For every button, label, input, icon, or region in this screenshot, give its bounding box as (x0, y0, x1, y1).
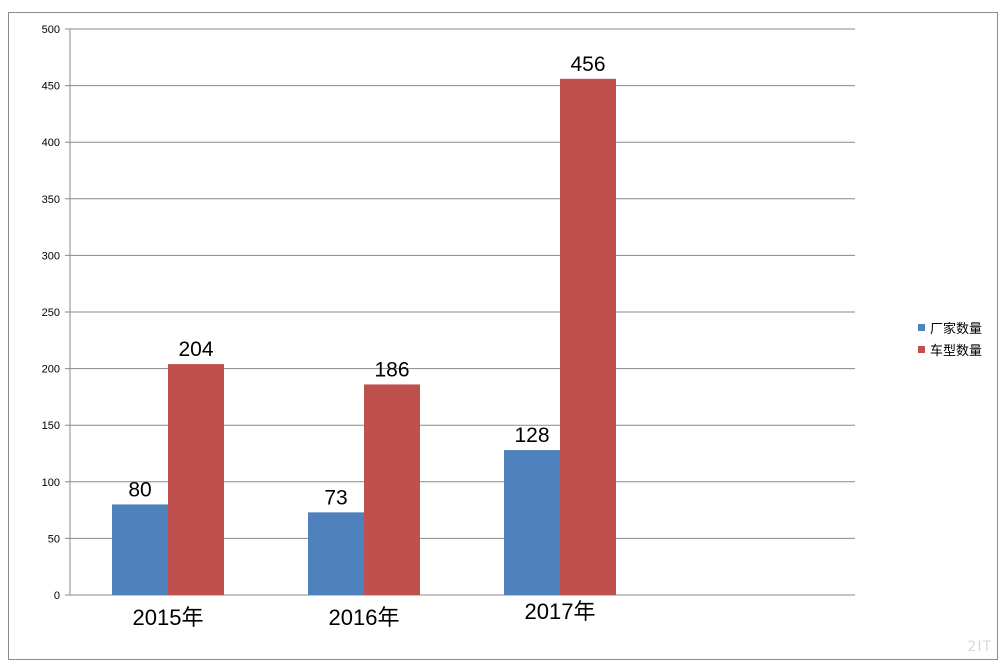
y-tick-label: 100 (42, 477, 60, 489)
y-tick-label: 150 (42, 420, 60, 432)
y-tick-label: 250 (42, 307, 60, 319)
data-label-series-0-cat-0: 80 (128, 478, 151, 501)
watermark-logo: 2IT (967, 639, 992, 655)
data-labels: 80 204 73 186 128 456 (128, 53, 605, 510)
y-tick-label: 300 (42, 250, 60, 262)
data-label-series-0-cat-2: 128 (514, 424, 549, 447)
x-category-label: 2015年 (133, 605, 204, 630)
data-label-series-0-cat-1: 73 (324, 486, 347, 509)
bar-series-0-cat-0 (112, 504, 168, 595)
x-axis-categories: 2015年 2016年 2017年 (133, 599, 596, 630)
chart-frame (8, 12, 998, 660)
data-label-series-1-cat-1: 186 (374, 358, 409, 381)
y-tick-label: 450 (42, 81, 60, 93)
legend-item-series-1: 车型数量 (918, 338, 982, 360)
legend-label-series-1: 车型数量 (930, 343, 983, 359)
bar-series-0-cat-1 (308, 512, 364, 595)
legend-item-series-0: 厂家数量 (918, 316, 982, 338)
x-category-label: 2017年 (525, 599, 596, 624)
legend-swatch-series-0 (918, 323, 925, 331)
bar-series-1-cat-2 (560, 78, 616, 596)
y-tick-label: 400 (42, 137, 60, 149)
y-tick-label: 350 (42, 194, 60, 206)
legend: 厂家数量 车型数量 (918, 316, 982, 360)
bar-series-1-cat-1 (364, 384, 420, 595)
y-tick-label: 50 (48, 533, 60, 545)
x-category-label: 2016年 (329, 605, 400, 630)
y-tick-label: 200 (42, 364, 60, 376)
legend-swatch-series-1 (918, 345, 925, 353)
data-label-series-1-cat-0: 204 (178, 338, 213, 361)
y-tick-label: 0 (54, 590, 60, 602)
bar-series-0-cat-2 (504, 450, 560, 595)
y-tick-label: 500 (42, 24, 60, 36)
bars (112, 78, 616, 596)
data-label-series-1-cat-2: 456 (570, 53, 605, 76)
legend-label-series-0: 厂家数量 (930, 321, 983, 337)
y-axis-ticks: 0 50 100 150 200 250 300 350 400 450 500 (42, 24, 60, 602)
bar-series-1-cat-0 (168, 364, 224, 595)
